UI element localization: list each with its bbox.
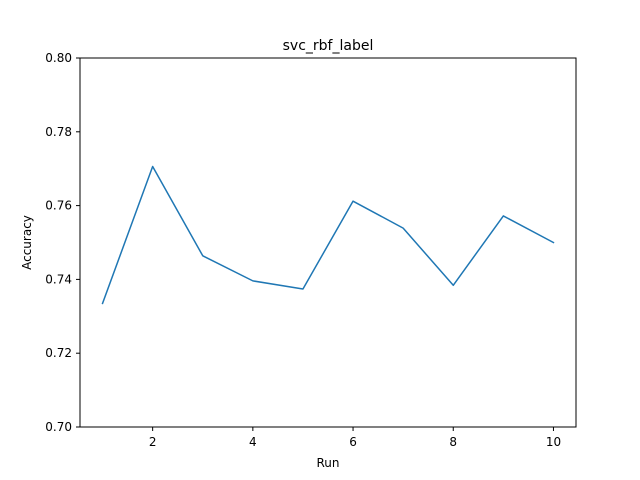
y-axis-label: Accuracy bbox=[20, 215, 34, 270]
x-tick-label: 2 bbox=[149, 435, 157, 449]
y-axis-ticks: 0.70 0.72 0.74 0.76 0.78 0.80 bbox=[45, 51, 80, 434]
x-tick-label: 6 bbox=[349, 435, 357, 449]
y-tick-label: 0.78 bbox=[45, 125, 72, 139]
y-tick-label: 0.70 bbox=[45, 420, 72, 434]
x-tick-label: 4 bbox=[249, 435, 257, 449]
plot-frame bbox=[79, 57, 577, 428]
chart-title: svc_rbf_label bbox=[283, 38, 374, 54]
y-tick-label: 0.72 bbox=[45, 346, 72, 360]
x-tick-label: 8 bbox=[449, 435, 457, 449]
y-tick-label: 0.80 bbox=[45, 51, 72, 65]
series-line bbox=[101, 165, 555, 305]
x-axis-ticks: 2 4 6 8 10 bbox=[149, 427, 561, 449]
y-tick-label: 0.74 bbox=[45, 272, 72, 286]
series-layer bbox=[101, 165, 555, 305]
x-axis-label: Run bbox=[316, 456, 339, 470]
y-tick-label: 0.76 bbox=[45, 199, 72, 213]
x-tick-label: 10 bbox=[546, 435, 561, 449]
